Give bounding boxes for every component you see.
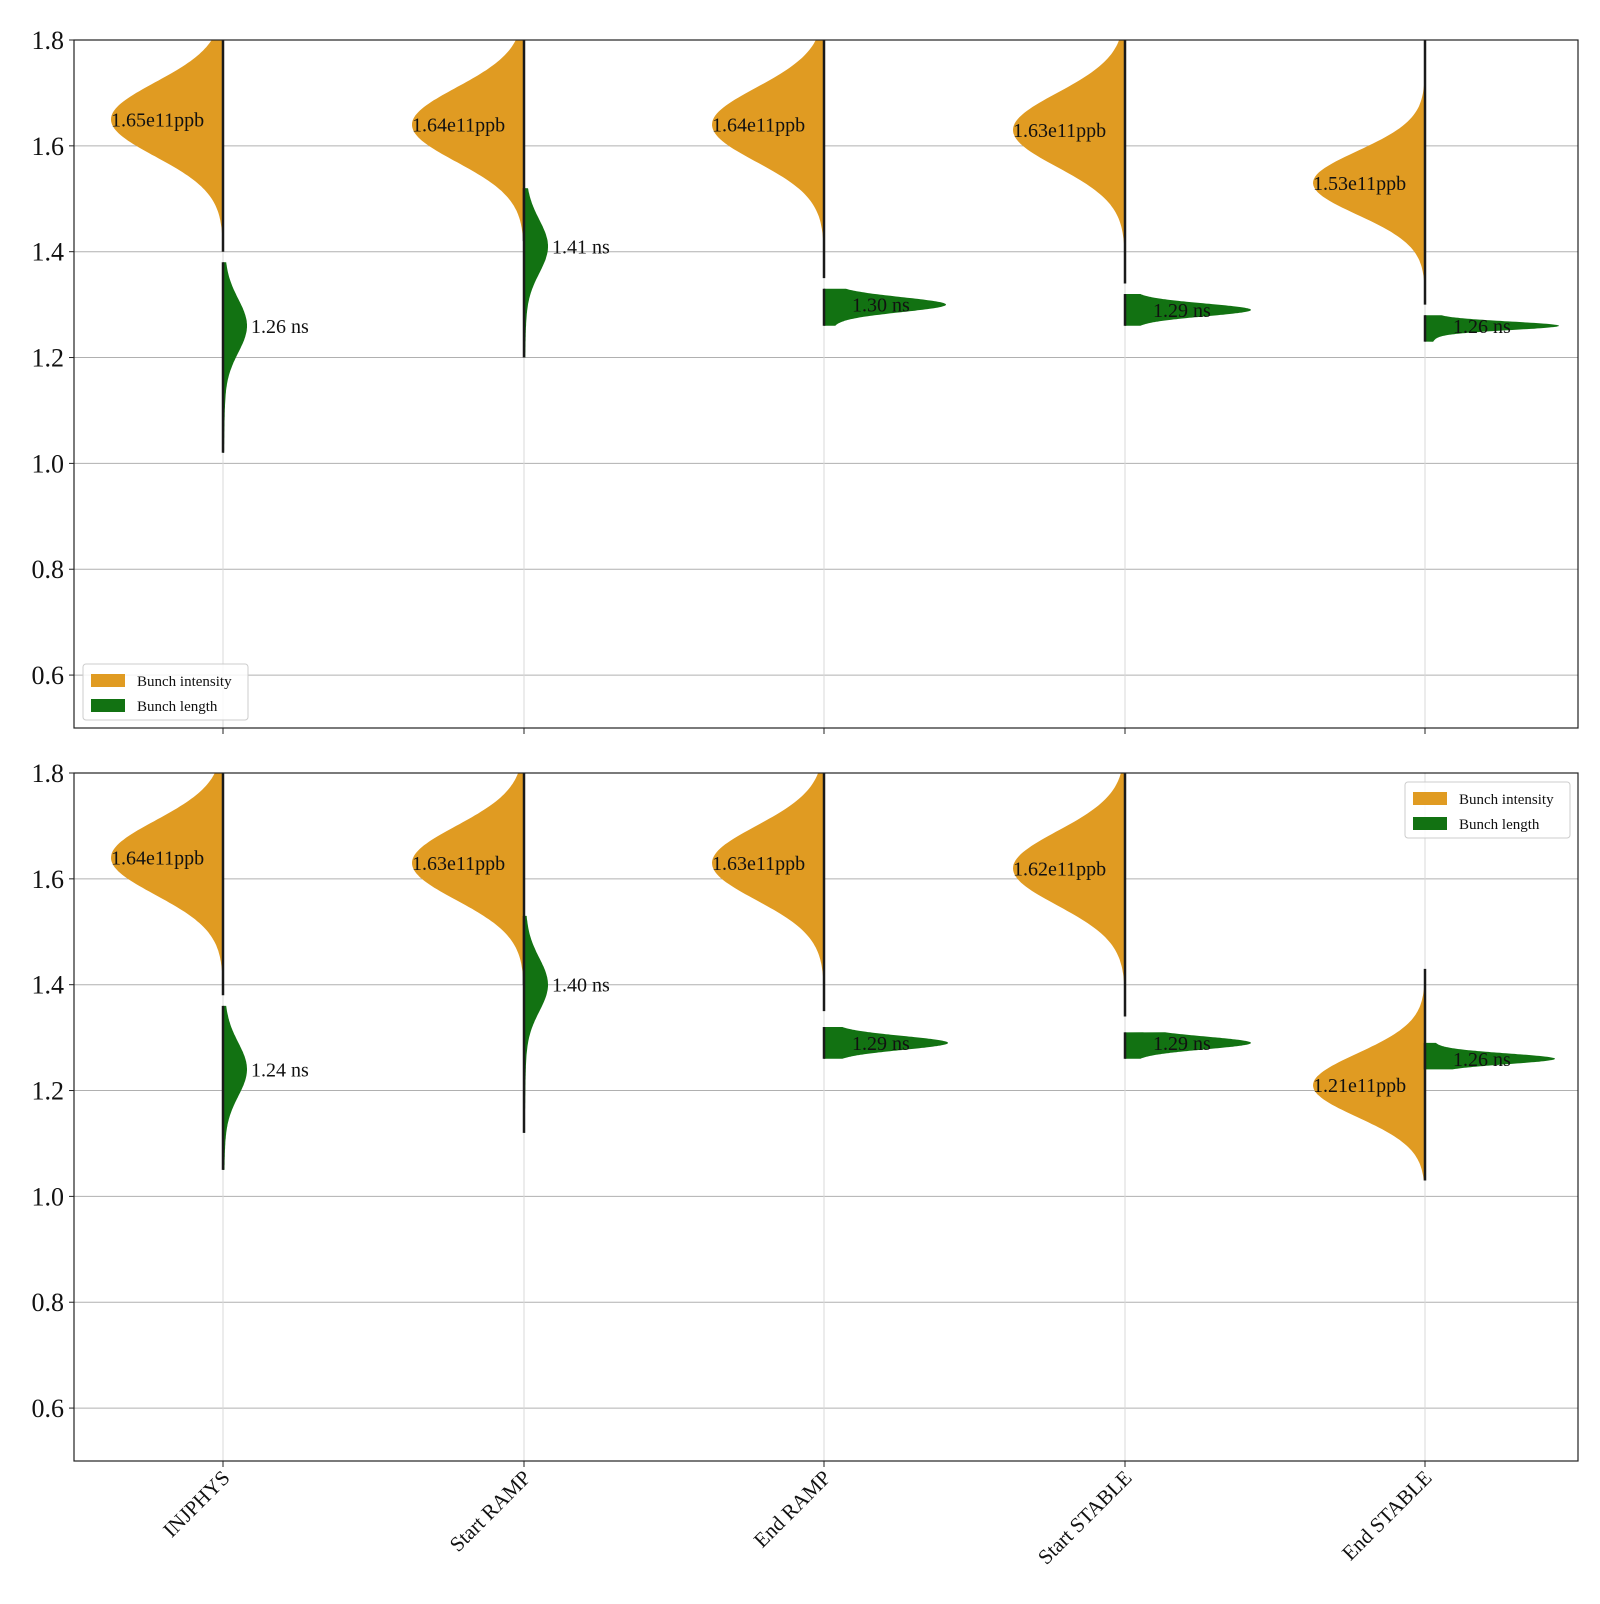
y-tick-label: 1.0 — [32, 1182, 65, 1211]
intensity-violin — [111, 40, 223, 252]
intensity-value-label: 1.21e11ppb — [1313, 1075, 1406, 1097]
length-value-label: 1.29 ns — [1153, 300, 1211, 322]
length-value-label: 1.26 ns — [1453, 316, 1511, 338]
legend: Bunch intensity Bunch length — [82, 663, 249, 721]
y-tick-label: 1.8 — [32, 26, 65, 55]
length-legend-swatch — [91, 699, 125, 712]
length-violin — [524, 188, 548, 358]
intensity-violin — [412, 40, 524, 242]
length-value-label: 1.41 ns — [552, 236, 610, 258]
intensity-value-label: 1.53e11ppb — [1313, 173, 1406, 195]
category-label: Start STABLE — [1033, 1466, 1137, 1570]
length-violin — [223, 1005, 247, 1170]
y-tick-label: 1.2 — [32, 1077, 65, 1106]
category-label: INJPHYS — [158, 1466, 234, 1542]
y-tick-label: 0.6 — [32, 661, 65, 690]
intensity-value-label: 1.64e11ppb — [111, 848, 204, 870]
y-tick-label: 0.6 — [32, 1394, 65, 1423]
intensity-violin — [1313, 40, 1425, 305]
violins — [111, 40, 1559, 453]
intensity-violin — [712, 773, 824, 1012]
y-tick-label: 0.8 — [32, 1288, 65, 1317]
legend: Bunch intensity Bunch length — [1404, 781, 1571, 839]
axes-frame — [73, 772, 1579, 1462]
length-violin — [223, 262, 247, 453]
length-violin — [1125, 1032, 1251, 1059]
length-violin — [1425, 315, 1559, 342]
length-value-label: 1.40 ns — [552, 975, 610, 997]
length-value-label: 1.29 ns — [1153, 1033, 1211, 1055]
violins — [111, 773, 1555, 1181]
length-violin — [1125, 294, 1251, 326]
y-tick-label: 1.4 — [32, 238, 65, 267]
intensity-violin — [1013, 773, 1125, 1017]
length-violin — [824, 288, 946, 326]
category-label: End RAMP — [749, 1466, 836, 1553]
y-tick-label: 1.8 — [32, 759, 65, 788]
intensity-legend-label: Bunch intensity — [1459, 792, 1554, 808]
axes-frame — [73, 39, 1579, 729]
intensity-value-label: 1.62e11ppb — [1013, 858, 1106, 880]
intensity-value-label: 1.64e11ppb — [412, 115, 505, 137]
intensity-legend-swatch — [1413, 792, 1447, 805]
intensity-violin — [111, 773, 223, 996]
intensity-value-label: 1.63e11ppb — [412, 853, 505, 875]
length-legend-swatch — [1413, 817, 1447, 830]
length-value-label: 1.29 ns — [852, 1033, 910, 1055]
category-label: Start RAMP — [445, 1466, 536, 1557]
y-tick-label: 0.8 — [32, 555, 65, 584]
intensity-legend-label: Bunch intensity — [137, 674, 232, 690]
y-tick-label: 1.0 — [32, 449, 65, 478]
intensity-value-label: 1.63e11ppb — [712, 853, 805, 875]
length-value-label: 1.26 ns — [1453, 1049, 1511, 1071]
length-violin — [1425, 1042, 1555, 1070]
category-label: End STABLE — [1337, 1466, 1437, 1566]
intensity-violin — [712, 40, 824, 279]
intensity-legend-swatch — [91, 674, 125, 687]
length-value-label: 1.30 ns — [852, 295, 910, 317]
length-value-label: 1.26 ns — [251, 316, 309, 338]
chart-panel-1: 0.6 0.8 1.0 1.2 1.4 1.6 1.8 1.65e11ppb 1.64e11pp… — [32, 26, 1579, 734]
intensity-violin — [412, 773, 524, 985]
length-violin — [824, 1027, 948, 1059]
length-value-label: 1.24 ns — [251, 1059, 309, 1081]
intensity-value-label: 1.65e11ppb — [111, 109, 204, 131]
y-tick-label: 1.4 — [32, 971, 65, 1000]
length-legend-label: Bunch length — [137, 699, 218, 715]
y-tick-label: 1.2 — [32, 344, 65, 373]
y-tick-label: 1.6 — [32, 865, 65, 894]
length-violin — [524, 915, 548, 1133]
intensity-violin — [1013, 40, 1125, 284]
length-legend-label: Bunch length — [1459, 817, 1540, 833]
intensity-value-label: 1.64e11ppb — [712, 115, 805, 137]
chart-panel-2: 0.6 0.8 1.0 1.2 1.4 1.6 1.8 1.64e11ppb 1.63e11pp… — [32, 759, 1579, 1569]
intensity-value-label: 1.63e11ppb — [1013, 120, 1106, 142]
intensity-violin — [1313, 968, 1425, 1181]
y-tick-label: 1.6 — [32, 132, 65, 161]
